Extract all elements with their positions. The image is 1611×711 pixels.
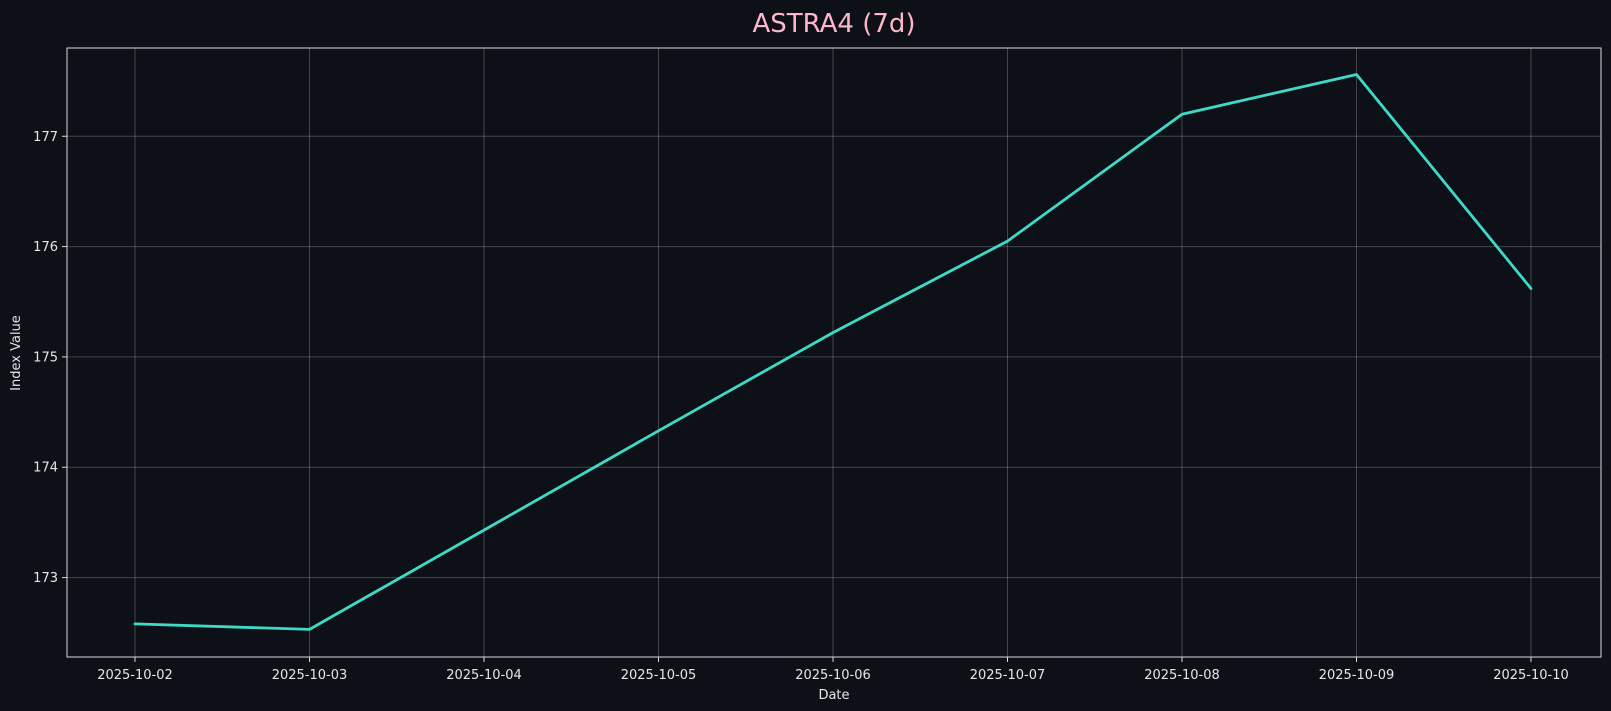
- y-axis-label: Index Value: [9, 315, 24, 391]
- x-tick-label: 2025-10-08: [1144, 668, 1220, 683]
- data-point: [832, 331, 835, 334]
- data-point: [657, 429, 660, 432]
- axis-ticks: 2025-10-02 2025-10-03 2025-10-04 2025-10-05…: [33, 130, 1569, 683]
- y-tick-label: 177: [33, 130, 58, 145]
- plot-frame: [66, 47, 1602, 658]
- series-line: [133, 73, 1533, 631]
- x-tick-label: 2025-10-10: [1493, 668, 1569, 683]
- data-point: [1181, 113, 1184, 116]
- data-point: [1530, 287, 1533, 290]
- y-tick-label: 174: [33, 461, 58, 476]
- grid: [67, 48, 1601, 657]
- data-point: [1006, 240, 1009, 243]
- data-point: [134, 623, 137, 626]
- data-point: [308, 628, 311, 631]
- x-axis-label: Date: [818, 688, 849, 703]
- x-tick-label: 2025-10-09: [1319, 668, 1395, 683]
- x-tick-label: 2025-10-07: [970, 668, 1046, 683]
- y-tick-label: 173: [33, 571, 58, 586]
- x-tick-label: 2025-10-06: [795, 668, 871, 683]
- x-tick-label: 2025-10-03: [272, 668, 348, 683]
- data-point: [483, 529, 486, 532]
- data-point: [1355, 73, 1358, 76]
- y-tick-label: 176: [33, 240, 58, 255]
- x-tick-label: 2025-10-02: [97, 668, 173, 683]
- y-tick-label: 175: [33, 350, 58, 365]
- chart-title: ASTRA4 (7d): [752, 9, 915, 39]
- x-tick-label: 2025-10-04: [446, 668, 522, 683]
- series: [133, 73, 1533, 631]
- x-tick-label: 2025-10-05: [621, 668, 697, 683]
